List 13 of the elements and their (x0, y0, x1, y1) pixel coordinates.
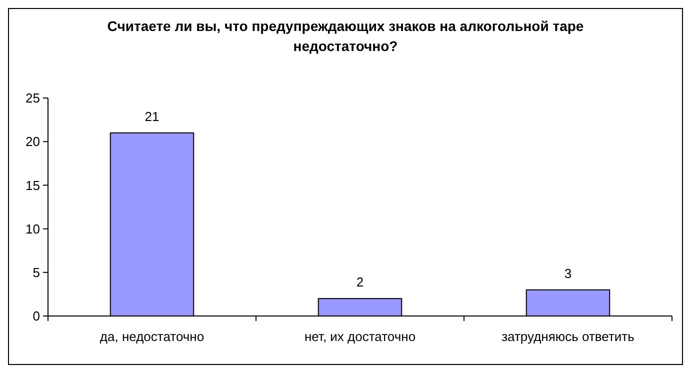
y-tick-label: 15 (26, 178, 40, 193)
chart-title: Считаете ли вы, что предупреждающих знаков на алкогольной таре недостаточно? (107, 18, 584, 54)
y-tick-label: 25 (26, 90, 40, 106)
data-label: 21 (144, 108, 160, 124)
y-tick-label: 0 (32, 308, 40, 324)
y-tick-label: 20 (26, 134, 40, 150)
x-tick-label: да, недостаточно (100, 329, 204, 344)
data-label: 2 (356, 274, 364, 290)
x-tick-label: нет, их достаточно (304, 329, 416, 344)
y-tick-label: 5 (32, 264, 40, 280)
x-tick-label: затрудняюсь ответить (502, 329, 635, 344)
data-label: 3 (564, 266, 572, 281)
y-tick-label: 10 (26, 221, 40, 236)
